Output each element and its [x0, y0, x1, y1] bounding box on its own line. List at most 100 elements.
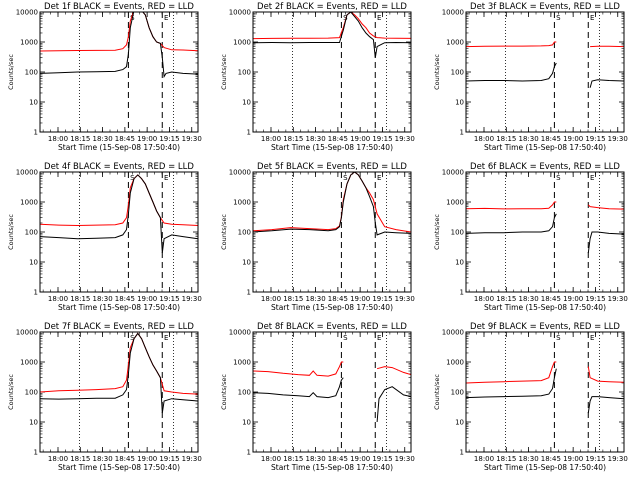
y-tick-label: 1 [247, 449, 251, 457]
y-tick-label: 1 [34, 129, 38, 137]
x-tick-label: 18:15 [496, 135, 516, 143]
x-tick-label: 19:15 [585, 135, 605, 143]
panel-title: Det 7f BLACK = Events, RED = LLD [44, 322, 194, 332]
x-tick-label: 19:15 [159, 455, 179, 463]
x-tick-label: 18:45 [541, 295, 561, 303]
gap-marker-label: E [164, 334, 168, 342]
lld-series-line [40, 332, 198, 395]
x-tick-label: 19:00 [350, 135, 370, 143]
lld-series-line [40, 12, 198, 52]
x-tick-label: 18:00 [474, 455, 494, 463]
x-tick-label: 18:00 [261, 135, 281, 143]
x-tick-label: 19:30 [608, 295, 628, 303]
gap-marker-label: S [130, 334, 135, 342]
lld-series-line [587, 366, 624, 383]
x-tick-label: 18:00 [474, 295, 494, 303]
plot-frame [465, 331, 625, 453]
y-tick-label: 10000 [16, 9, 38, 17]
x-tick-label: 19:00 [350, 455, 370, 463]
y-tick-label: 10000 [229, 169, 251, 177]
y-tick-label: 10000 [229, 9, 251, 17]
panel-5: Det 5f BLACK = Events, RED = LLD 1 10 100 10… [220, 162, 415, 312]
plot-frame [252, 331, 412, 453]
y-tick-label: 1 [34, 449, 38, 457]
lld-series-line [376, 366, 411, 376]
x-tick-label: 18:15 [496, 455, 516, 463]
x-tick-label: 18:45 [115, 455, 135, 463]
y-axis-label: Counts/sec [220, 374, 228, 410]
x-tick-label: 18:00 [48, 455, 68, 463]
x-tick-label: 19:00 [137, 455, 157, 463]
y-tick-label: 1000 [446, 199, 464, 207]
plot-frame [39, 11, 199, 133]
events-series-line [40, 12, 198, 79]
x-tick-label: 18:45 [328, 135, 348, 143]
x-tick-label: 18:30 [92, 295, 112, 303]
panel-2: Det 2f BLACK = Events, RED = LLD 1 10 100 10… [220, 2, 415, 152]
y-tick-label: 10000 [442, 9, 464, 17]
x-tick-label: 19:30 [395, 455, 415, 463]
x-tick-label: 19:15 [372, 135, 392, 143]
y-axis-label: Counts/sec [7, 374, 15, 410]
y-tick-label: 1 [460, 449, 464, 457]
y-tick-label: 100 [25, 389, 38, 397]
panel-7: Det 7f BLACK = Events, RED = LLD 1 10 100 10… [7, 322, 202, 472]
lld-series-line [466, 361, 557, 384]
x-axis-label: Start Time (15-Sep-08 17:50:40) [484, 143, 606, 152]
x-tick-label: 19:15 [159, 295, 179, 303]
x-tick-label: 18:30 [305, 455, 325, 463]
lld-series-line [40, 174, 198, 227]
x-tick-label: 18:45 [115, 135, 135, 143]
y-tick-label: 10000 [229, 329, 251, 337]
panel-title: Det 2f BLACK = Events, RED = LLD [257, 2, 407, 12]
x-tick-label: 18:30 [518, 295, 538, 303]
y-tick-label: 1000 [233, 359, 251, 367]
gap-marker-label: S [556, 14, 561, 22]
y-tick-label: 10 [242, 99, 251, 107]
events-series-line [587, 231, 624, 254]
y-tick-label: 10 [455, 259, 464, 267]
y-axis-label: Counts/sec [433, 214, 441, 250]
x-tick-label: 19:30 [395, 295, 415, 303]
lld-series-line [466, 201, 557, 210]
y-tick-label: 1000 [20, 359, 38, 367]
lld-series-line [253, 361, 344, 377]
x-tick-label: 18:15 [70, 135, 90, 143]
events-series-line [253, 172, 411, 236]
y-axis-label: Counts/sec [220, 54, 228, 90]
y-tick-label: 10 [242, 259, 251, 267]
y-tick-label: 1 [247, 129, 251, 137]
panel-title: Det 3f BLACK = Events, RED = LLD [470, 2, 620, 12]
lld-series-line [253, 12, 411, 40]
gap-marker-label: S [343, 334, 348, 342]
y-tick-label: 100 [238, 69, 251, 77]
y-tick-label: 100 [451, 229, 464, 237]
plot-frame [465, 171, 625, 293]
gap-marker-label: E [590, 174, 594, 182]
x-tick-label: 18:30 [92, 135, 112, 143]
x-tick-label: 18:45 [115, 295, 135, 303]
x-axis-label: Start Time (15-Sep-08 17:50:40) [484, 463, 606, 472]
plot-frame [39, 171, 199, 293]
y-tick-label: 100 [238, 229, 251, 237]
y-tick-label: 100 [238, 389, 251, 397]
x-tick-label: 18:00 [261, 455, 281, 463]
gap-marker-label: E [377, 334, 381, 342]
panel-3: Det 3f BLACK = Events, RED = LLD 1 10 100 10… [433, 2, 628, 152]
y-axis-label: Counts/sec [433, 374, 441, 410]
y-tick-label: 1 [460, 129, 464, 137]
y-tick-label: 10 [242, 419, 251, 427]
x-tick-label: 19:00 [137, 135, 157, 143]
gap-marker-label: E [164, 14, 168, 22]
gap-marker-label: E [164, 174, 168, 182]
y-tick-label: 1000 [446, 359, 464, 367]
x-tick-label: 19:15 [159, 135, 179, 143]
x-axis-label: Start Time (15-Sep-08 17:50:40) [58, 143, 180, 152]
x-tick-label: 18:15 [70, 455, 90, 463]
x-axis-label: Start Time (15-Sep-08 17:50:40) [271, 143, 393, 152]
y-tick-label: 10 [29, 419, 38, 427]
gap-marker-label: E [377, 174, 381, 182]
x-tick-label: 18:45 [541, 455, 561, 463]
events-series-line [40, 174, 198, 254]
